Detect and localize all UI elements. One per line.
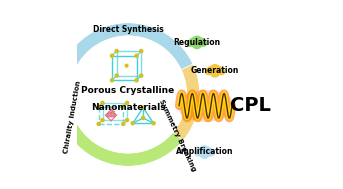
- Circle shape: [139, 73, 143, 78]
- Wedge shape: [59, 23, 193, 79]
- Circle shape: [115, 49, 119, 53]
- Circle shape: [110, 53, 114, 58]
- Circle shape: [214, 66, 224, 75]
- Circle shape: [187, 40, 194, 47]
- Circle shape: [205, 68, 212, 75]
- Circle shape: [209, 64, 221, 76]
- Circle shape: [121, 104, 126, 109]
- Circle shape: [125, 64, 129, 68]
- Circle shape: [96, 104, 101, 109]
- Polygon shape: [107, 112, 116, 117]
- Circle shape: [141, 116, 145, 120]
- Text: Symmetry Breaking: Symmetry Breaking: [157, 98, 196, 172]
- Circle shape: [141, 105, 145, 110]
- Circle shape: [100, 101, 105, 105]
- Circle shape: [115, 73, 119, 78]
- Circle shape: [218, 68, 225, 75]
- Text: Regulation: Regulation: [174, 38, 221, 47]
- Circle shape: [189, 37, 198, 47]
- Circle shape: [194, 149, 202, 157]
- Circle shape: [125, 118, 129, 122]
- Ellipse shape: [177, 90, 234, 122]
- Circle shape: [207, 149, 215, 157]
- Circle shape: [210, 67, 221, 78]
- Circle shape: [203, 147, 213, 156]
- Text: CPL: CPL: [230, 96, 271, 115]
- Circle shape: [110, 78, 114, 83]
- Circle shape: [206, 66, 216, 75]
- Wedge shape: [56, 70, 183, 166]
- Wedge shape: [173, 64, 200, 141]
- Circle shape: [134, 53, 139, 58]
- Circle shape: [199, 148, 210, 159]
- Circle shape: [69, 36, 187, 153]
- Circle shape: [200, 40, 207, 47]
- Text: Direct Synthesis: Direct Synthesis: [93, 25, 163, 34]
- Text: Porous Crystalline: Porous Crystalline: [81, 86, 175, 95]
- Circle shape: [130, 121, 135, 125]
- Circle shape: [125, 101, 129, 105]
- Circle shape: [121, 122, 126, 126]
- Text: Generation: Generation: [191, 66, 239, 75]
- Circle shape: [199, 145, 211, 157]
- Circle shape: [96, 122, 101, 126]
- Circle shape: [151, 121, 156, 125]
- Circle shape: [100, 118, 105, 122]
- Text: Chirality Induction: Chirality Induction: [63, 81, 82, 154]
- Text: Nanomaterials: Nanomaterials: [91, 103, 165, 112]
- Circle shape: [139, 49, 143, 53]
- Circle shape: [134, 78, 139, 83]
- Circle shape: [191, 36, 203, 47]
- Text: Amplification: Amplification: [176, 147, 233, 156]
- Circle shape: [192, 38, 202, 49]
- Circle shape: [196, 37, 205, 47]
- Circle shape: [196, 147, 205, 156]
